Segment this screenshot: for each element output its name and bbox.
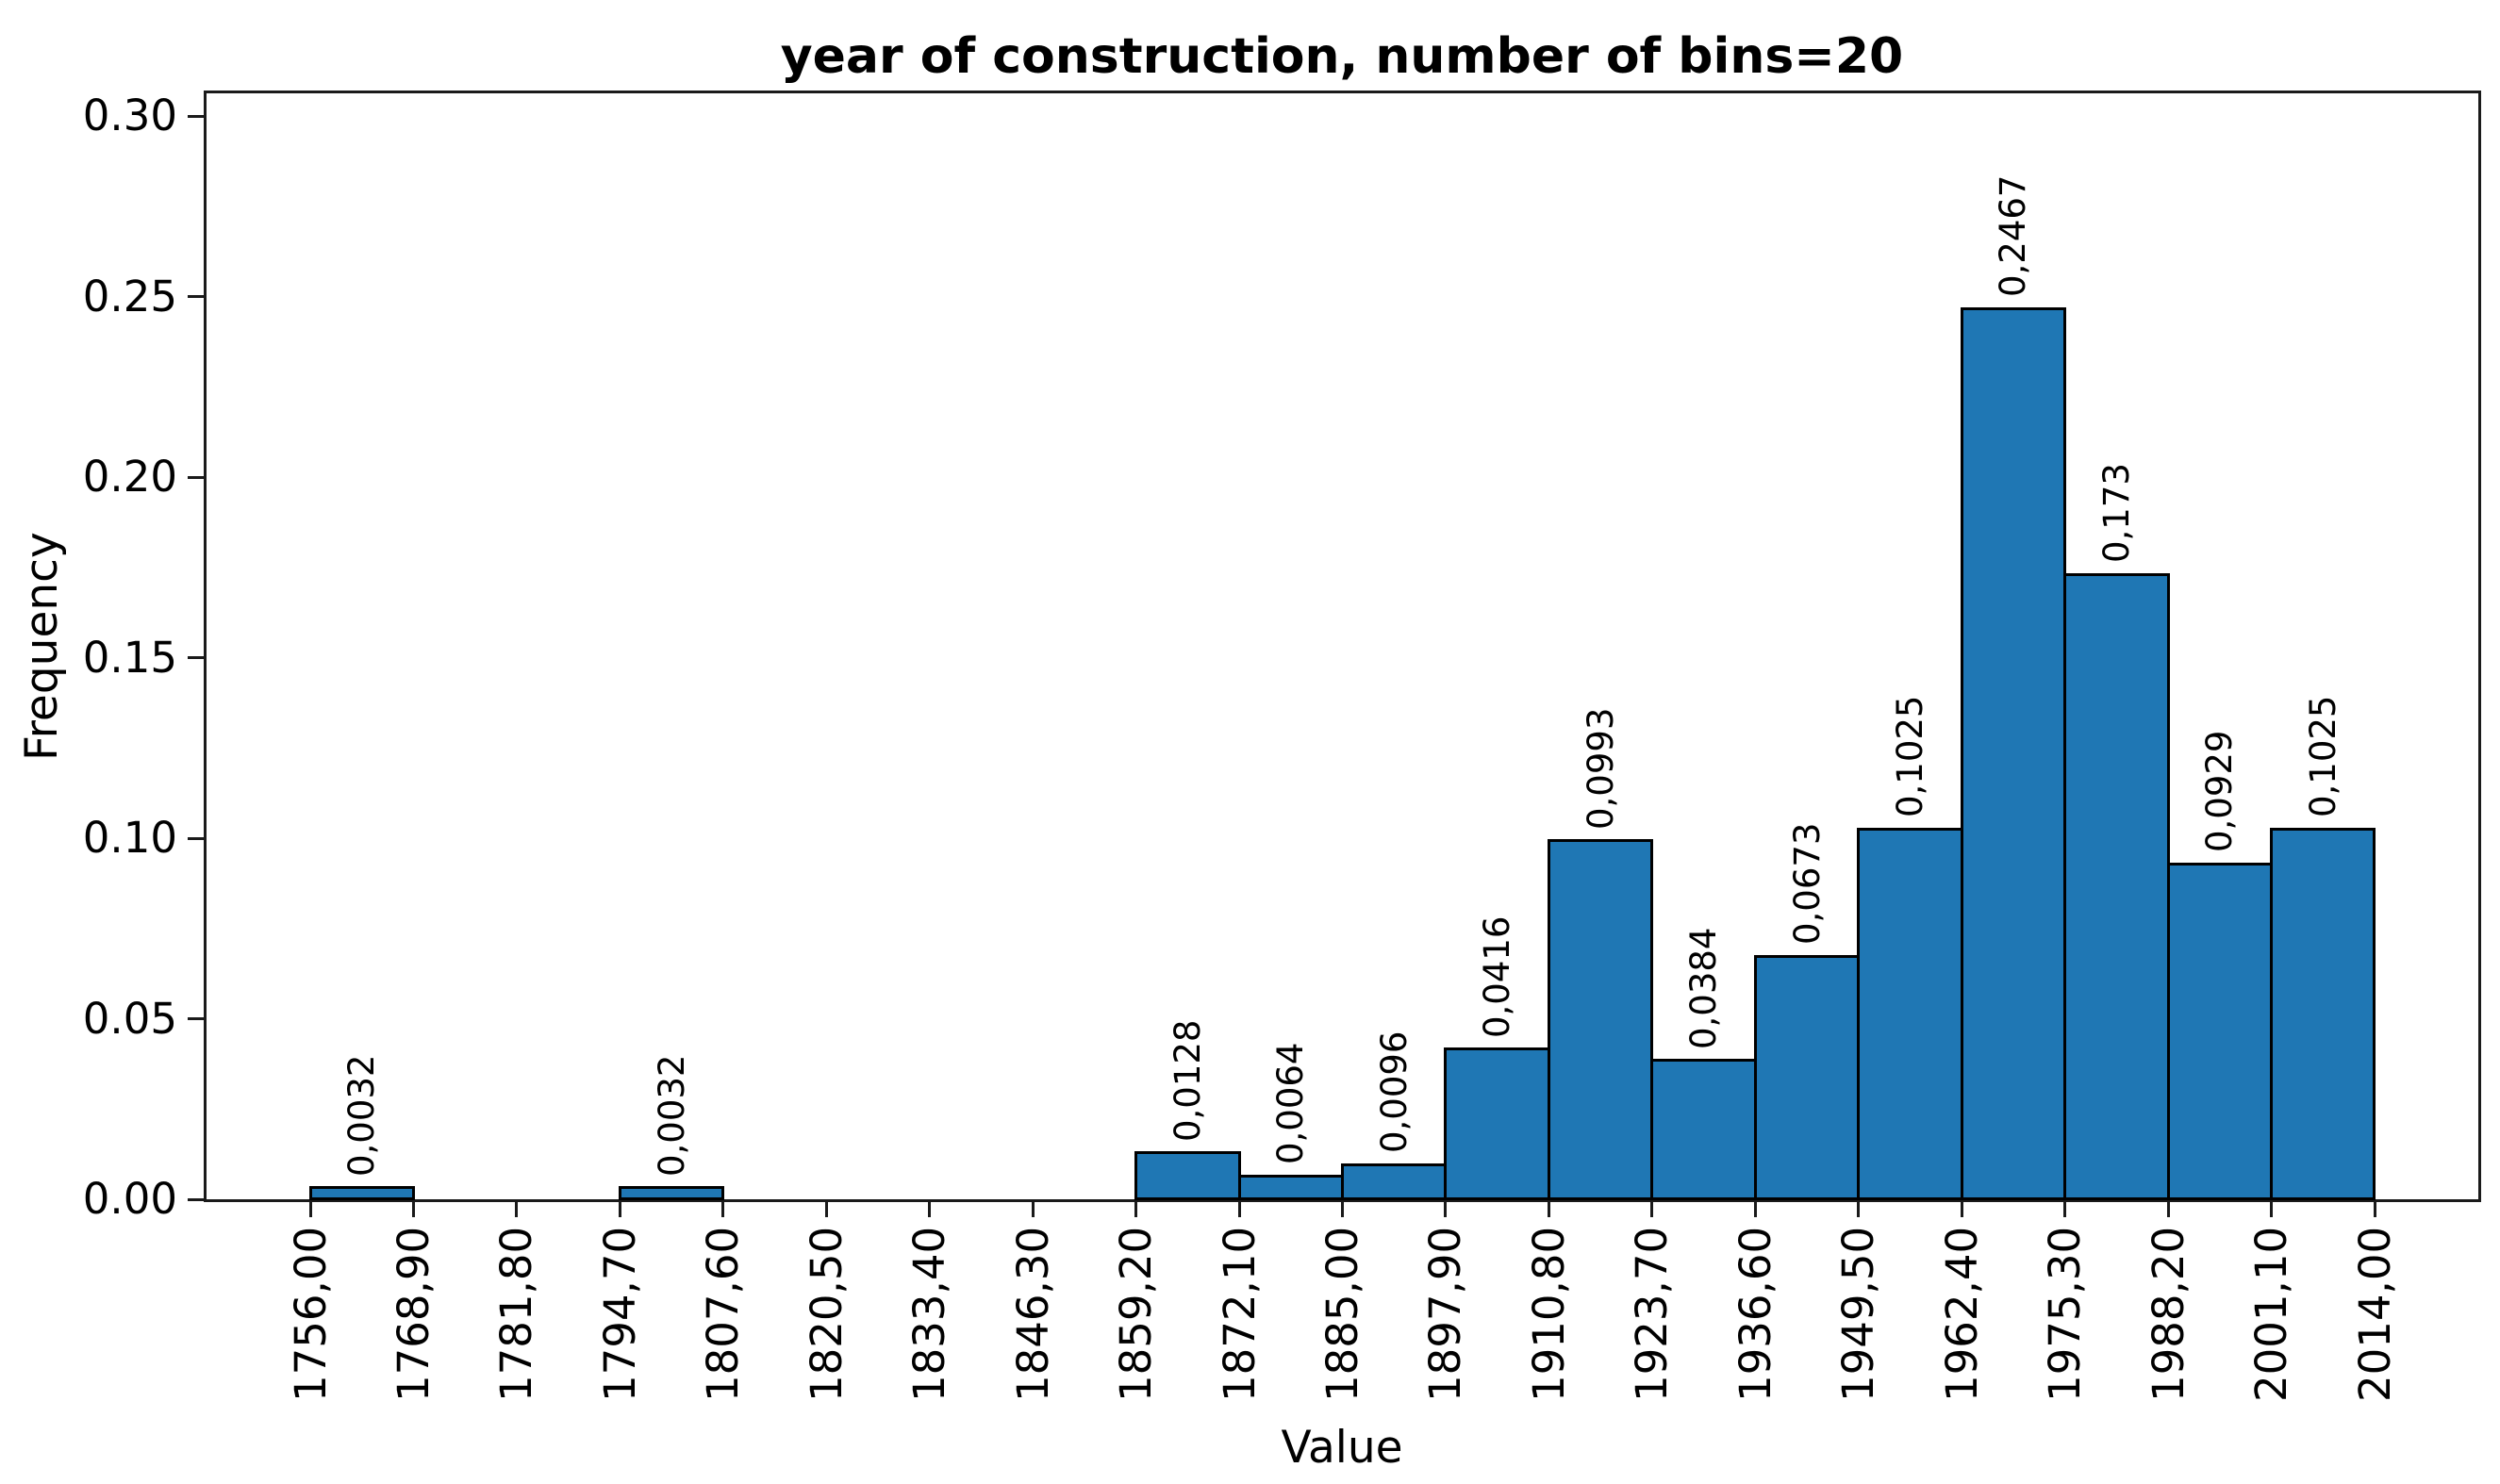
x-tick-label: 1781,80: [491, 1226, 542, 1402]
bar-value-label: 0,1025: [1889, 695, 1930, 818]
x-tick-label: 1897,90: [1420, 1226, 1471, 1402]
x-tick-label: 1910,80: [1523, 1226, 1574, 1402]
y-tick-label: 0.00: [82, 1174, 177, 1224]
y-tick-mark: [188, 295, 204, 298]
bar-value-label: 0,173: [2095, 463, 2137, 564]
x-tick-mark: [618, 1201, 621, 1217]
y-tick-mark: [188, 1017, 204, 1020]
x-tick-mark: [1031, 1201, 1035, 1217]
x-tick-label: 2014,00: [2349, 1226, 2400, 1402]
plot-area: [204, 91, 2481, 1202]
bar-value-label: 0,0128: [1167, 1019, 1208, 1142]
histogram-bar: [1650, 1059, 1757, 1201]
y-tick-label: 0.10: [82, 813, 177, 863]
x-tick-label: 1949,50: [1833, 1226, 1884, 1402]
x-tick-label: 1807,60: [698, 1226, 749, 1402]
x-tick-label: 1923,70: [1627, 1226, 1678, 1402]
y-tick-label: 0.25: [82, 271, 177, 322]
x-tick-label: 1756,00: [285, 1226, 336, 1402]
x-tick-label: 1936,60: [1730, 1226, 1780, 1402]
histogram-bar: [1444, 1047, 1550, 1201]
x-tick-mark: [2063, 1201, 2067, 1217]
bar-value-label: 0,0929: [2199, 730, 2241, 853]
bar-value-label: 0,0416: [1477, 915, 1518, 1038]
y-tick-label: 0.05: [82, 993, 177, 1044]
x-tick-label: 1885,00: [1317, 1226, 1367, 1402]
x-axis-label: Value: [1281, 1422, 1403, 1474]
histogram-bar: [1237, 1174, 1344, 1201]
x-tick-label: 1988,20: [2143, 1226, 2194, 1402]
chart-title: year of construction, number of bins=20: [780, 28, 1904, 85]
x-tick-label: 1820,50: [801, 1226, 852, 1402]
bar-value-label: 0,1025: [2302, 695, 2343, 818]
bar-value-label: 0,0032: [341, 1054, 383, 1177]
histogram-bar: [1857, 827, 1963, 1201]
x-tick-mark: [308, 1201, 312, 1217]
y-tick-label: 0.20: [82, 452, 177, 502]
x-tick-label: 1859,20: [1111, 1226, 1162, 1402]
x-tick-mark: [1237, 1201, 1241, 1217]
x-tick-mark: [1753, 1201, 1757, 1217]
x-tick-label: 2001,10: [2246, 1226, 2297, 1402]
y-tick-mark: [188, 475, 204, 479]
histogram-bar: [618, 1186, 725, 1201]
bar-value-label: 0,0064: [1270, 1043, 1312, 1165]
histogram-bar: [308, 1186, 415, 1201]
x-tick-mark: [1547, 1201, 1550, 1217]
x-tick-mark: [1341, 1201, 1344, 1217]
x-tick-label: 1846,30: [1007, 1226, 1058, 1402]
x-tick-mark: [721, 1201, 725, 1217]
x-tick-mark: [1857, 1201, 1861, 1217]
histogram-bar: [1547, 839, 1654, 1201]
x-tick-mark: [515, 1201, 519, 1217]
bar-value-label: 0,2467: [1993, 174, 2034, 298]
bar-value-label: 0,0032: [651, 1054, 692, 1177]
x-tick-label: 1768,90: [388, 1226, 439, 1402]
x-tick-mark: [1960, 1201, 1963, 1217]
histogram-bar: [2166, 862, 2274, 1201]
x-tick-mark: [824, 1201, 828, 1217]
x-tick-label: 1794,70: [594, 1226, 645, 1402]
histogram-bar: [1753, 954, 1861, 1201]
histogram-bar: [2063, 572, 2170, 1201]
bar-value-label: 0,0673: [1786, 822, 1828, 946]
y-tick-label: 0.15: [82, 632, 177, 683]
y-tick-label: 0.30: [82, 91, 177, 140]
x-tick-label: 1872,10: [1214, 1226, 1265, 1402]
bar-value-label: 0,0993: [1580, 707, 1621, 830]
histogram-bar: [2270, 827, 2376, 1201]
y-tick-mark: [188, 1197, 204, 1201]
x-tick-mark: [2166, 1201, 2170, 1217]
y-tick-mark: [188, 836, 204, 840]
x-tick-mark: [2270, 1201, 2274, 1217]
x-tick-mark: [2373, 1201, 2376, 1217]
x-tick-label: 1833,40: [904, 1226, 955, 1402]
y-tick-mark: [188, 114, 204, 118]
y-tick-mark: [188, 656, 204, 659]
histogram-bar: [1134, 1151, 1241, 1201]
histogram-bar: [1341, 1162, 1448, 1201]
x-tick-mark: [1134, 1201, 1138, 1217]
x-tick-label: 1975,30: [2040, 1226, 2091, 1402]
histogram-bar: [1960, 306, 2067, 1201]
bar-value-label: 0,0096: [1373, 1031, 1415, 1154]
x-tick-mark: [928, 1201, 932, 1217]
x-tick-label: 1962,40: [1936, 1226, 1987, 1402]
x-tick-mark: [1444, 1201, 1448, 1217]
x-tick-mark: [1650, 1201, 1654, 1217]
bar-value-label: 0,0384: [1683, 927, 1725, 1049]
x-tick-mark: [411, 1201, 415, 1217]
